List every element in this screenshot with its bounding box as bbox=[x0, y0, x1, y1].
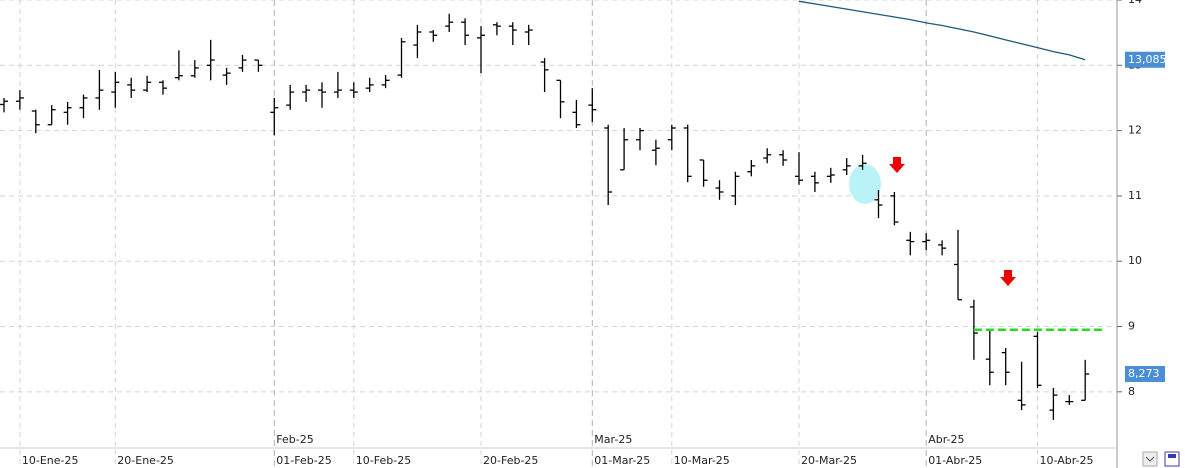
icon bbox=[1145, 456, 1155, 462]
moving-average bbox=[798, 0, 1086, 61]
month-label: Feb-25 bbox=[276, 433, 313, 446]
y-tick-label: 14 bbox=[1128, 0, 1142, 6]
x-tick-label: 20-Feb-25 bbox=[483, 454, 538, 467]
x-tick-label: 01-Mar-25 bbox=[594, 454, 650, 467]
value-box-label: 13,085 bbox=[1128, 53, 1167, 66]
x-tick-label: 20-Mar-25 bbox=[801, 454, 857, 467]
icon bbox=[1168, 454, 1176, 458]
x-tick-label: 01-Abr-25 bbox=[928, 454, 982, 467]
collapse-button[interactable] bbox=[1142, 451, 1158, 467]
y-tick-label: 11 bbox=[1128, 189, 1142, 202]
y-tick-label: 12 bbox=[1128, 124, 1142, 137]
x-tick-label: 10-Feb-25 bbox=[356, 454, 411, 467]
month-label: Abr-25 bbox=[928, 433, 964, 446]
x-tick-label: 10-Abr-25 bbox=[1040, 454, 1094, 467]
y-tick-label: 9 bbox=[1128, 320, 1135, 333]
y-tick-label: 8 bbox=[1128, 385, 1135, 398]
value-box-label: 8,273 bbox=[1128, 367, 1160, 380]
arrow bbox=[889, 157, 905, 173]
x-tick-label: 01-Feb-25 bbox=[276, 454, 331, 467]
arrow bbox=[1000, 270, 1016, 286]
value-box bbox=[1125, 365, 1165, 382]
y-tick-label: 10 bbox=[1128, 254, 1142, 267]
x-tick-label: 20-Ene-25 bbox=[117, 454, 174, 467]
x-tick-label: 10-Ene-25 bbox=[22, 454, 79, 467]
highlight bbox=[849, 164, 881, 204]
x-tick-label: 10-Mar-25 bbox=[674, 454, 730, 467]
month-label: Mar-25 bbox=[594, 433, 632, 446]
value-box bbox=[1125, 51, 1165, 68]
